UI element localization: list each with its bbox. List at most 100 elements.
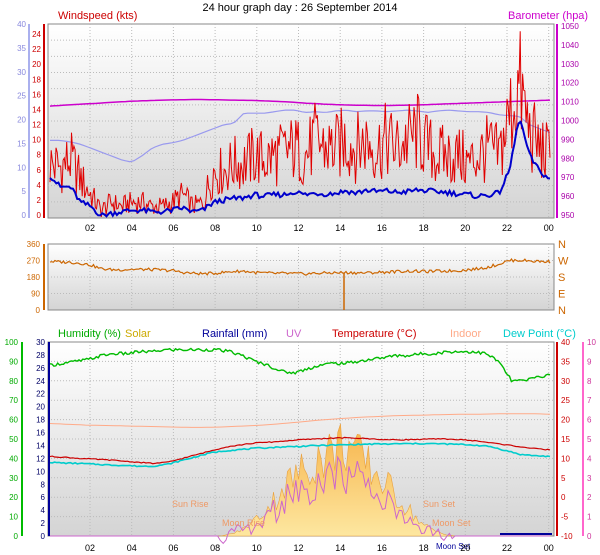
windspeed-tick-label: 22: [32, 45, 41, 54]
humidity-tick-label: 50: [9, 435, 18, 444]
temperature-tick-label: 0: [561, 493, 566, 502]
uv-tick-label: 10: [587, 338, 596, 347]
x-tick-label: 20: [460, 223, 470, 233]
temperature-x-axis: 02 04 06 08 10 12 14 16 18 20 22 00: [85, 543, 554, 553]
windspeed-tick-label: 4: [37, 181, 42, 190]
x-tick-label: 12: [293, 223, 303, 233]
uv-axis: 0 1 2 3 4 5 6 7 8 9 10: [582, 338, 596, 541]
temperature-panel: Humidity (%) Solar Rainfall (mm) UV Temp…: [5, 328, 597, 553]
temperature-tick-label: -10: [561, 532, 573, 541]
uv-tick-label: 7: [587, 396, 592, 405]
x-tick-label: 06: [168, 543, 178, 553]
outer-tick-label: 25: [17, 92, 26, 101]
x-tick-label: 00: [544, 543, 554, 553]
x-tick-label: 20: [460, 543, 470, 553]
windspeed-tick-label: 12: [32, 121, 41, 130]
temperature-series-group: [49, 347, 552, 545]
barometer-tick-label: 1020: [561, 79, 579, 88]
barometer-tick-label: 970: [561, 173, 575, 182]
outer-tick-label: 5: [22, 187, 27, 196]
moon-set-annotation: Moon Set: [432, 518, 471, 528]
temperature-tick-label: 20: [561, 416, 570, 425]
temperature-label: Temperature (°C): [332, 328, 416, 340]
outer-tick-label: 40: [17, 20, 26, 29]
x-tick-label: 18: [419, 223, 429, 233]
temperature-tick-label: 25: [561, 396, 570, 405]
x-tick-label: 14: [335, 543, 345, 553]
uv-line: [50, 455, 550, 545]
direction-tick-label: 360: [27, 240, 41, 249]
windspeed-tick-label: 20: [32, 60, 41, 69]
x-tick-label: 18: [419, 543, 429, 553]
direction-series-group: [49, 257, 551, 310]
x-tick-label: 16: [377, 223, 387, 233]
humidity-label: Humidity (%): [58, 328, 121, 340]
indoor-line: [49, 413, 551, 428]
rainfall-tick-label: 6: [41, 493, 46, 502]
uv-tick-label: 5: [587, 435, 592, 444]
outer-tick-label: 20: [17, 116, 26, 125]
uv-tick-label: 2: [587, 493, 592, 502]
wind-gridlines: [48, 24, 554, 218]
humidity-tick-label: 0: [14, 532, 19, 541]
windspeed-tick-label: 18: [32, 75, 41, 84]
windspeed-tick-label: 10: [32, 136, 41, 145]
moon-rise-annotation: Moon Rise: [222, 518, 265, 528]
wind-left-outer-axis: 0 5 10 15 20 25 30 35 40: [17, 20, 30, 220]
uv-label: UV: [286, 328, 302, 340]
compass-label: W: [558, 256, 569, 268]
rainfall-tick-label: 0: [41, 532, 46, 541]
windspeed-tick-label: 24: [32, 30, 41, 39]
rainfall-tick-label: 20: [36, 403, 45, 412]
temperature-line: [49, 436, 551, 465]
windspeed-tick-label: 0: [37, 211, 42, 220]
barometer-line: [49, 98, 551, 107]
wind-x-axis: 02 04 06 08 10 12 14 16 18 20 22 00: [85, 223, 554, 233]
humidity-tick-label: 60: [9, 416, 18, 425]
temperature-tick-label: 35: [561, 357, 570, 366]
rainfall-tick-label: 8: [41, 480, 46, 489]
rainfall-tick-label: 30: [36, 338, 45, 347]
uv-tick-label: 6: [587, 416, 592, 425]
sun-rise-annotation: Sun Rise: [172, 499, 209, 509]
x-tick-label: 22: [502, 543, 512, 553]
temperature-tick-label: 15: [561, 435, 570, 444]
windspeed-tick-label: 2: [37, 196, 42, 205]
uv-tick-label: 3: [587, 474, 592, 483]
outer-tick-label: 0: [22, 211, 27, 220]
windspeed-tick-label: 6: [37, 166, 42, 175]
sun-set-annotation: Sun Set: [423, 499, 456, 509]
x-tick-label: 10: [252, 543, 262, 553]
wind-series-group: [49, 31, 551, 218]
direction-tick-label: 90: [31, 290, 40, 299]
x-tick-label: 02: [85, 223, 95, 233]
rainfall-tick-label: 2: [41, 519, 46, 528]
rainfall-tick-label: 4: [41, 506, 46, 515]
humidity-tick-label: 10: [9, 513, 18, 522]
direction-gridlines: [48, 244, 554, 310]
rainfall-label: Rainfall (mm): [202, 328, 267, 340]
graph-title: 24 hour graph day : 26 September 2014: [202, 2, 397, 14]
barometer-label: Barometer (hpa): [508, 10, 588, 22]
compass-label: S: [558, 272, 565, 284]
barometer-tick-label: 1030: [561, 60, 579, 69]
uv-tick-label: 9: [587, 357, 592, 366]
humidity-axis: 0 10 20 30 40 50 60 70 80 90 100: [5, 338, 23, 541]
wind-average-line: [50, 109, 551, 163]
dewpoint-label: Dew Point (°C): [503, 328, 576, 340]
direction-tick-label: 0: [36, 306, 41, 315]
windspeed-tick-label: 14: [32, 105, 41, 114]
direction-tick-label: 180: [27, 273, 41, 282]
compass-label: N: [558, 305, 566, 317]
x-tick-label: 08: [210, 223, 220, 233]
wind-gust-line: [49, 120, 551, 218]
humidity-tick-label: 80: [9, 377, 18, 386]
barometer-tick-label: 960: [561, 192, 575, 201]
x-tick-label: 02: [85, 543, 95, 553]
uv-tick-label: 0: [587, 532, 592, 541]
uv-tick-label: 4: [587, 454, 592, 463]
